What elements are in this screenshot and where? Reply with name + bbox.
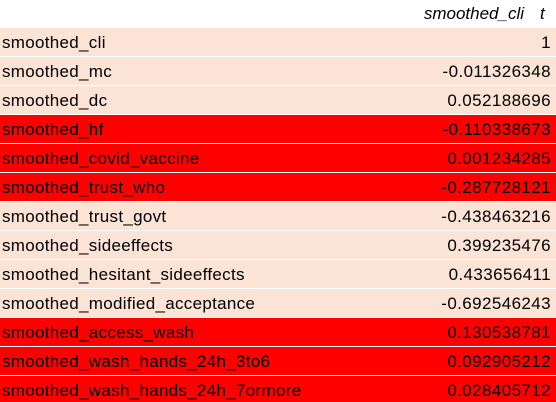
header-row: smoothed_cli t: [0, 0, 556, 28]
table-row[interactable]: smoothed_hesitant_sideeffects 0.43365641…: [0, 260, 556, 289]
table-row[interactable]: smoothed_dc 0.052188696: [0, 86, 556, 115]
correlation-value-cell[interactable]: 0.001234285: [447, 149, 551, 168]
next-column-header[interactable]: t: [540, 4, 545, 23]
table-row[interactable]: smoothed_access_wash 0.130538781: [0, 318, 556, 347]
correlation-value-cell[interactable]: -0.692546243: [441, 294, 551, 313]
table-row[interactable]: smoothed_sideeffects 0.399235476: [0, 231, 556, 260]
correlation-value-cell[interactable]: -0.110338673: [442, 120, 551, 139]
row-label-cell[interactable]: smoothed_wash_hands_24h_3to6: [2, 352, 271, 371]
table-row[interactable]: smoothed_hf -0.110338673: [0, 115, 556, 144]
table-row[interactable]: smoothed_mc -0.011326348: [0, 57, 556, 86]
correlation-value-cell[interactable]: 0.028405712: [447, 381, 551, 400]
row-label-cell[interactable]: smoothed_dc: [2, 91, 108, 110]
column-header[interactable]: smoothed_cli: [423, 4, 524, 23]
row-label-cell[interactable]: smoothed_covid_vaccine: [2, 149, 200, 168]
row-label-cell[interactable]: smoothed_access_wash: [2, 323, 195, 342]
correlation-value-cell[interactable]: 0.433656411: [448, 265, 551, 284]
row-label-cell[interactable]: smoothed_trust_who: [2, 178, 166, 197]
table-row[interactable]: smoothed_covid_vaccine 0.001234285: [0, 144, 556, 173]
correlation-value-cell[interactable]: -0.438463216: [441, 207, 551, 226]
row-label-cell[interactable]: smoothed_mc: [2, 62, 113, 81]
correlation-value-cell[interactable]: 0.399235476: [447, 236, 551, 255]
table-row[interactable]: smoothed_modified_acceptance -0.69254624…: [0, 289, 556, 318]
row-label-cell[interactable]: smoothed_sideeffects: [2, 236, 174, 255]
table-body: smoothed_cli 1 smoothed_mc -0.011326348 …: [0, 28, 556, 402]
correlation-value-cell[interactable]: 0.130538781: [447, 323, 551, 342]
row-label-cell[interactable]: smoothed_wash_hands_24h_7ormore: [2, 381, 302, 400]
row-label-cell[interactable]: smoothed_hf: [2, 120, 104, 139]
correlation-value-cell[interactable]: -0.287728121: [441, 178, 551, 197]
correlation-value-cell[interactable]: 1: [541, 33, 551, 52]
row-label-cell[interactable]: smoothed_modified_acceptance: [2, 294, 256, 313]
table-row[interactable]: smoothed_trust_govt -0.438463216: [0, 202, 556, 231]
correlation-value-cell[interactable]: 0.092905212: [447, 352, 551, 371]
table-row[interactable]: smoothed_wash_hands_24h_3to6 0.092905212: [0, 347, 556, 376]
table-row[interactable]: smoothed_wash_hands_24h_7ormore 0.028405…: [0, 376, 556, 402]
row-label-cell[interactable]: smoothed_hesitant_sideeffects: [2, 265, 245, 284]
correlation-value-cell[interactable]: 0.052188696: [447, 91, 551, 110]
row-label-cell[interactable]: smoothed_cli: [2, 33, 106, 52]
table-row[interactable]: smoothed_trust_who -0.287728121: [0, 173, 556, 202]
table-row[interactable]: smoothed_cli 1: [0, 28, 556, 57]
row-label-cell[interactable]: smoothed_trust_govt: [2, 207, 167, 226]
correlation-value-cell[interactable]: -0.011326348: [442, 62, 551, 81]
